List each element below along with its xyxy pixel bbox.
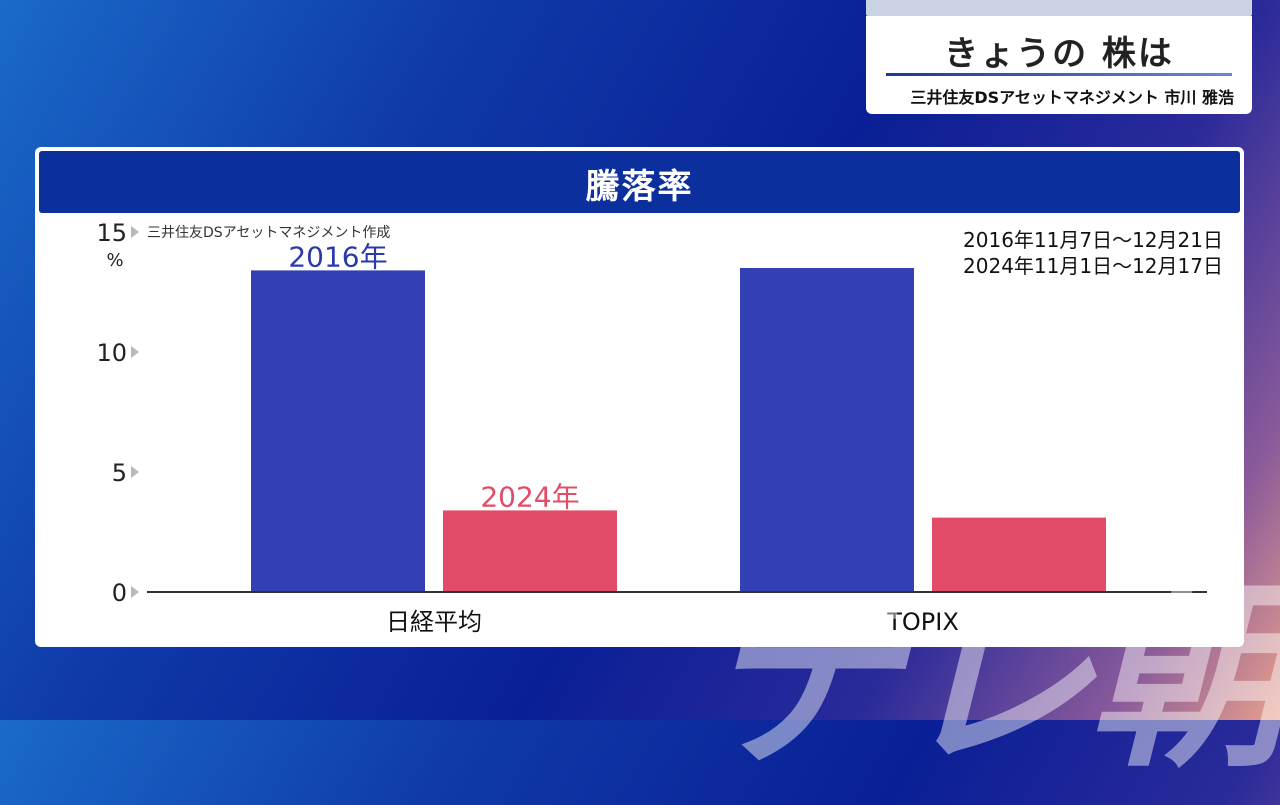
y-tick-label: 5: [112, 459, 127, 487]
bar-0-1: [443, 510, 617, 592]
y-tick-marker: [131, 466, 139, 478]
bar-chart: 0 5 10 15% 三井住友DSアセットマネジメント作成 2016年11月7日〜12月2…: [96, 219, 1223, 636]
bar-1-1: [932, 517, 1106, 592]
caption-divider: [886, 73, 1232, 76]
y-tick-label: 10: [96, 339, 127, 367]
bar-1-0: [740, 268, 914, 592]
category-label: TOPIX: [886, 608, 959, 636]
y-tick-label: 15: [96, 219, 127, 247]
period-label-2: 2024年11月1日〜12月17日: [963, 254, 1223, 278]
caption-title: きょうの 株は: [944, 34, 1174, 74]
y-axis-unit: %: [106, 250, 123, 271]
source-note: 三井住友DSアセットマネジメント作成: [147, 225, 390, 241]
y-tick-marker: [131, 586, 139, 598]
series-label-1: 2024年: [480, 480, 579, 513]
chart-panel: 騰落率 0 5 10 15% 三井住友DSアセットマネジメント作成 2016年11月7日〜…: [35, 147, 1244, 647]
y-tick-marker: [131, 226, 139, 238]
y-tick-label: 0: [112, 579, 127, 607]
caption-top-strip: [866, 0, 1252, 16]
series-label-0: 2016年: [288, 240, 387, 273]
chart-header: 騰落率: [39, 151, 1240, 213]
category-label: 日経平均: [386, 608, 482, 636]
program-caption: きょうの 株は 三井住友DSアセットマネジメント 市川 雅浩: [866, 16, 1252, 114]
chart-title: 騰落率: [585, 167, 694, 207]
caption-subtitle: 三井住友DSアセットマネジメント 市川 雅浩: [910, 88, 1234, 107]
period-label-1: 2016年11月7日〜12月21日: [963, 228, 1223, 252]
y-tick-marker: [131, 346, 139, 358]
bar-0-0: [251, 270, 425, 592]
